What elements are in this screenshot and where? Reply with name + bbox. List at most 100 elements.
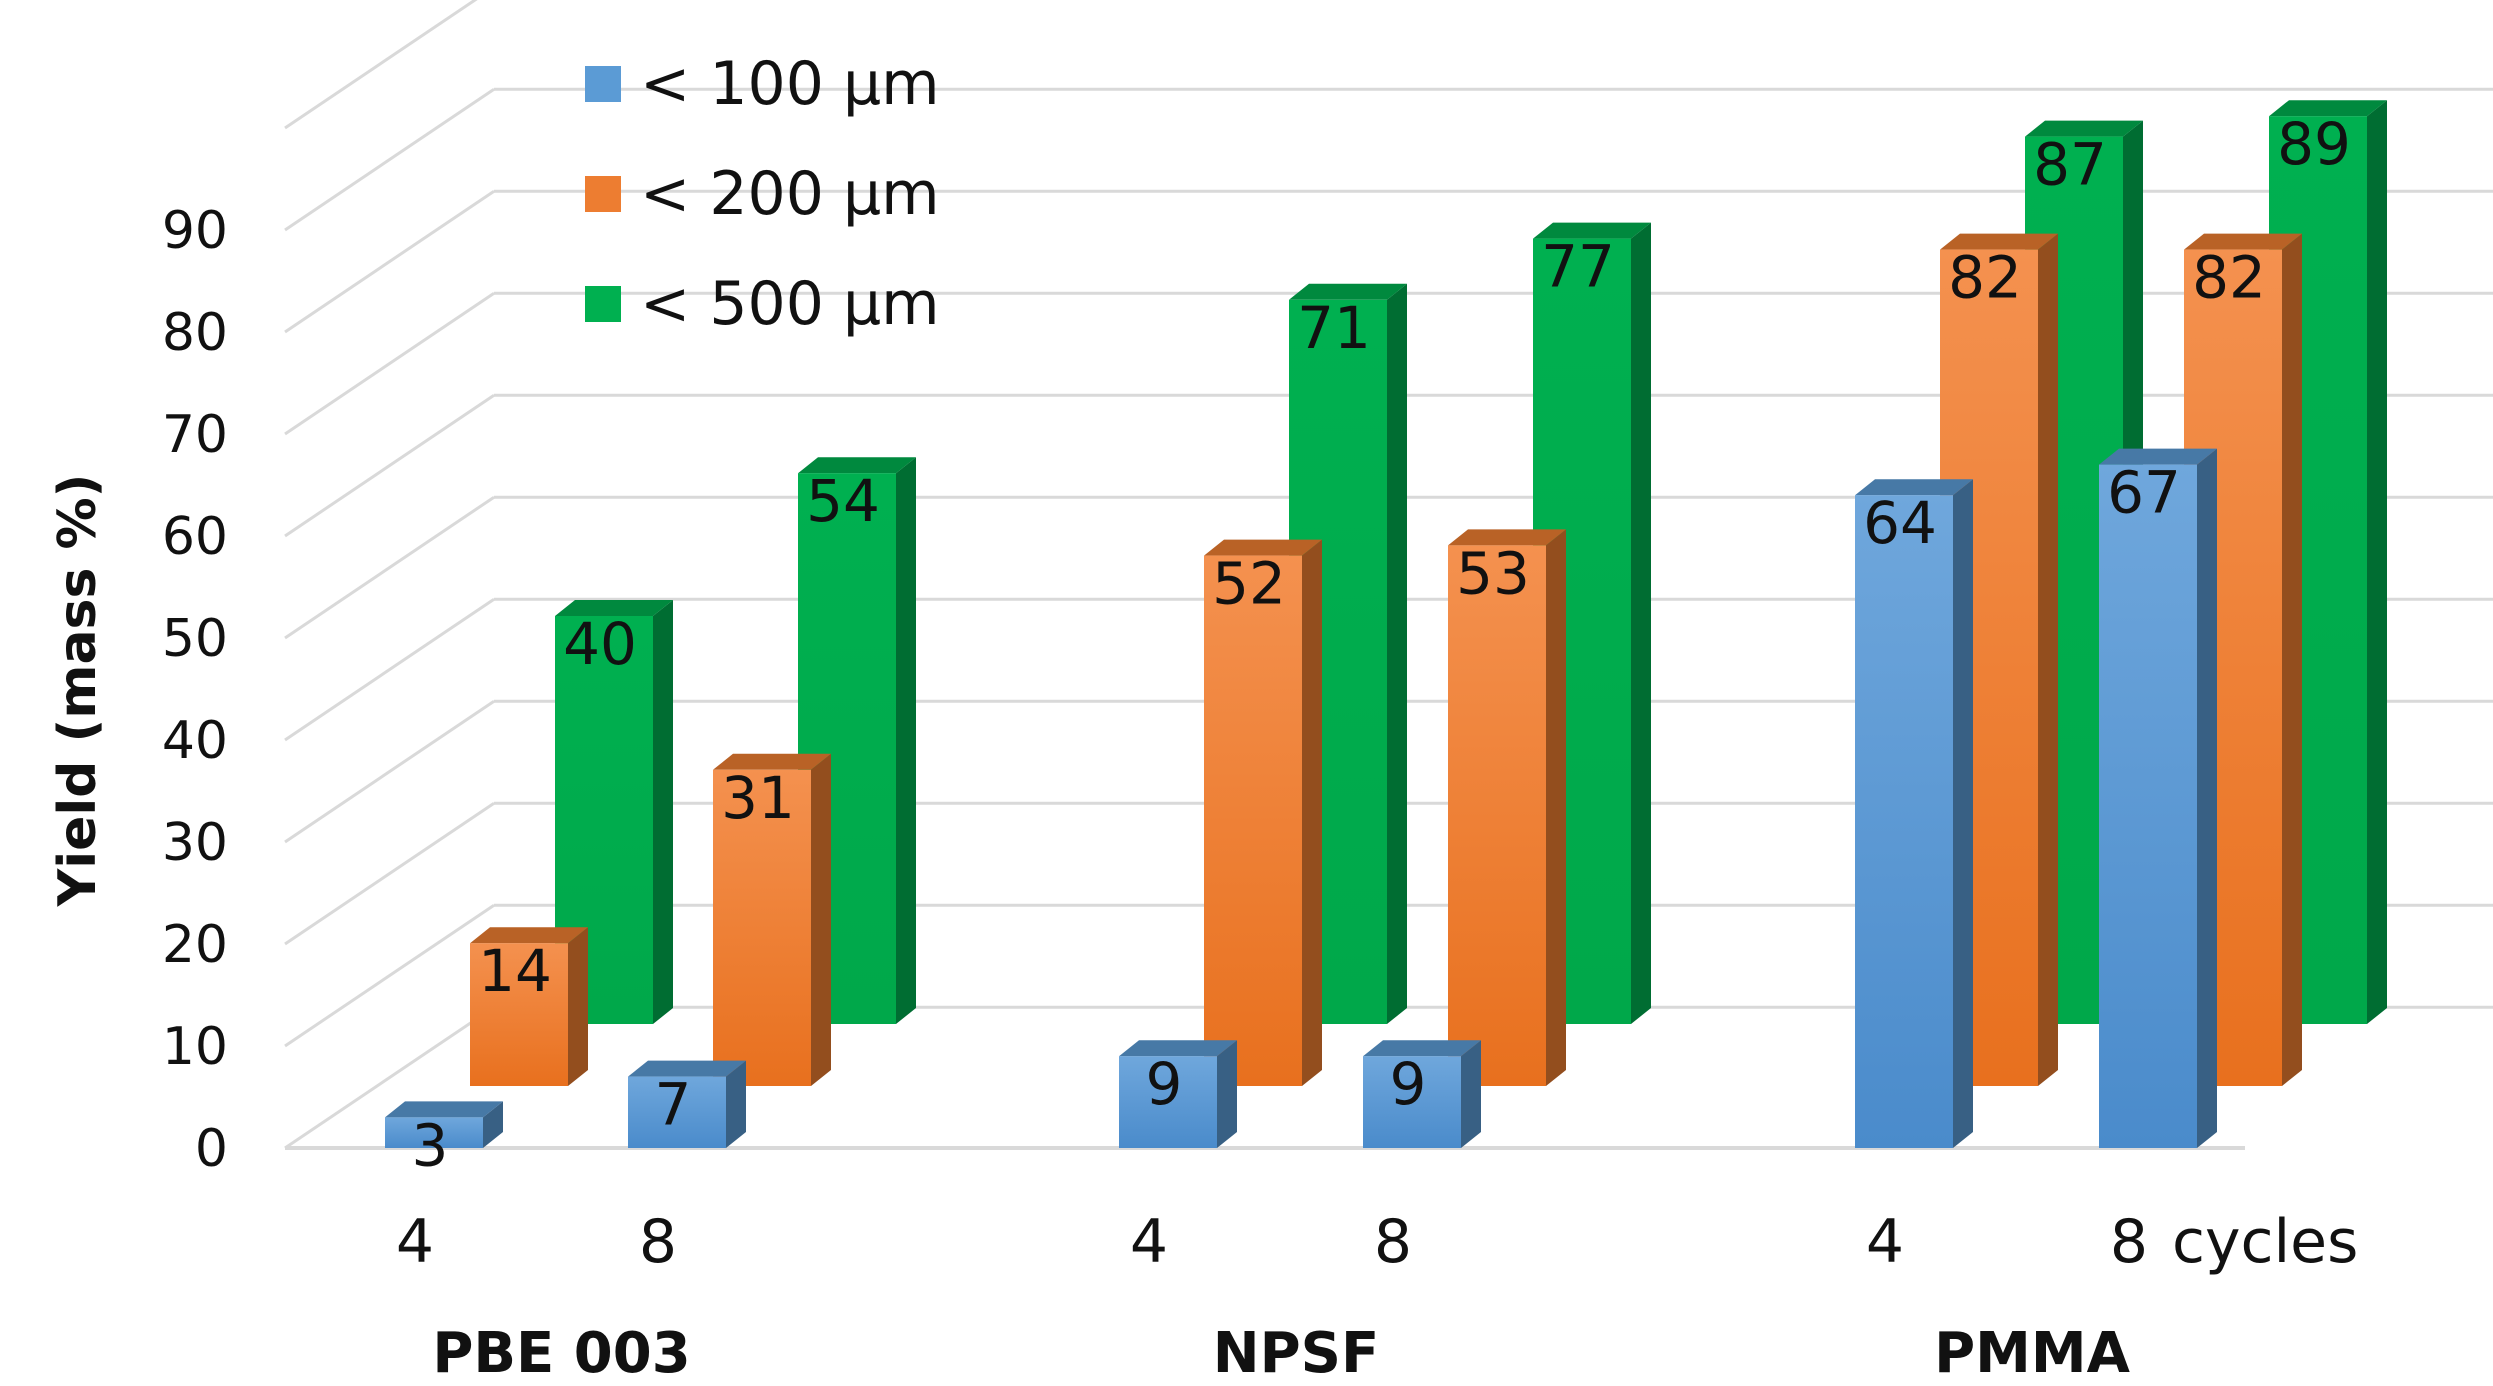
y-tick-label: 30 xyxy=(162,813,228,873)
bar-front xyxy=(1119,1056,1217,1148)
data-label: 89 xyxy=(2277,110,2351,178)
bar-front xyxy=(628,1076,726,1148)
group-label: PBE 003 xyxy=(432,1321,690,1386)
x-tick-label: 4 xyxy=(1130,1207,1168,1277)
bar-top xyxy=(713,753,831,770)
bar-side xyxy=(811,753,831,1086)
y-tick-label: 60 xyxy=(162,507,228,567)
y-tick-label: 80 xyxy=(162,303,228,363)
legend-label: < 500 µm xyxy=(640,269,940,339)
data-label: 82 xyxy=(2192,244,2266,312)
bar-top xyxy=(2099,448,2217,465)
y-tick-label: 70 xyxy=(162,405,228,465)
gridline-diagonal xyxy=(284,699,495,844)
bar-top xyxy=(2269,100,2387,117)
bar: 53 xyxy=(1448,529,1566,1086)
bar-top xyxy=(798,457,916,474)
data-label: 40 xyxy=(563,610,637,678)
x-tick-label: 8 xyxy=(2110,1207,2148,1277)
bar-front xyxy=(2099,464,2197,1149)
data-label: 7 xyxy=(655,1071,692,1139)
bar-top xyxy=(628,1060,746,1077)
legend-swatch xyxy=(585,176,621,212)
legend: < 100 µm < 200 µm < 500 µm xyxy=(585,49,940,339)
legend-swatch xyxy=(585,286,621,322)
data-label: 77 xyxy=(1541,233,1615,301)
y-axis-label: Yield (mass %) xyxy=(48,474,108,908)
bar-side xyxy=(1631,222,1651,1025)
bar-top xyxy=(385,1101,503,1118)
bar-side xyxy=(2282,233,2302,1087)
gridline-diagonal xyxy=(284,495,495,640)
bar-front xyxy=(1204,555,1302,1086)
data-label: 54 xyxy=(806,467,880,535)
gridline-diagonal xyxy=(284,597,495,742)
bar: 64 xyxy=(1855,479,1973,1148)
bar-top xyxy=(555,600,673,616)
y-tick-label: 10 xyxy=(162,1017,228,1077)
legend-item: < 200 µm xyxy=(585,159,940,229)
bar: 67 xyxy=(2099,448,2217,1149)
bar-front xyxy=(1448,545,1546,1086)
data-label: 9 xyxy=(1146,1050,1183,1118)
bar-top xyxy=(1448,529,1566,546)
data-label: 82 xyxy=(1948,244,2022,312)
bar-side xyxy=(568,927,588,1086)
bar: 3 xyxy=(385,1101,503,1179)
legend-label: < 200 µm xyxy=(640,159,940,229)
bar-side xyxy=(1302,539,1322,1086)
bar-top xyxy=(1204,539,1322,556)
data-label: 31 xyxy=(721,764,795,832)
legend-swatch xyxy=(585,66,621,102)
gridline-diagonal xyxy=(284,393,495,538)
bar: 9 xyxy=(1363,1040,1481,1148)
y-tick-label: 90 xyxy=(162,201,228,261)
legend-item: < 500 µm xyxy=(585,269,940,339)
bar-side xyxy=(896,457,916,1024)
data-label: 52 xyxy=(1212,550,1286,618)
bar-front xyxy=(470,943,568,1086)
gridline-diagonal xyxy=(284,801,495,946)
bar-side xyxy=(1387,283,1407,1024)
bar-side xyxy=(653,600,673,1024)
gridline-diagonal xyxy=(284,291,495,436)
bar-front xyxy=(713,769,811,1086)
bar-side xyxy=(726,1060,746,1148)
x-axis: 4 8 PBE 003 4 8 NPSF 4 8 PMMA cycles xyxy=(396,1207,2358,1386)
bar-side xyxy=(2367,100,2387,1024)
legend-item: < 100 µm xyxy=(585,49,940,119)
data-label: 14 xyxy=(478,937,552,1005)
bar-side xyxy=(1953,479,1973,1148)
bar-side xyxy=(2038,233,2058,1087)
data-label: 64 xyxy=(1863,489,1937,557)
data-label: 71 xyxy=(1297,294,1371,362)
data-label: 67 xyxy=(2107,459,2181,527)
x-tick-label: 4 xyxy=(396,1207,434,1277)
bar-top xyxy=(1533,222,1651,239)
y-tick-label: 40 xyxy=(162,711,228,771)
y-tick-label: 0 xyxy=(195,1119,228,1179)
gridline-diagonal xyxy=(284,87,495,232)
data-label: 3 xyxy=(412,1111,449,1179)
bar-side xyxy=(1217,1040,1237,1148)
y-tick-label: 20 xyxy=(162,915,228,975)
y-axis: 0 10 20 30 40 50 60 70 80 90 xyxy=(162,201,228,1179)
gridline-diagonal xyxy=(284,1005,495,1150)
bar-front xyxy=(385,1117,483,1148)
group-label: PMMA xyxy=(1934,1321,2130,1386)
bar: 52 xyxy=(1204,539,1322,1086)
bar-side xyxy=(483,1101,503,1148)
bar-front xyxy=(1363,1056,1461,1148)
x-tick-label: 4 xyxy=(1866,1207,1904,1277)
gridline-diagonal xyxy=(284,903,495,1048)
x-tick-label: 8 xyxy=(1374,1207,1412,1277)
bar-top xyxy=(1289,283,1407,300)
bar: 31 xyxy=(713,753,831,1086)
bar: 7 xyxy=(628,1060,746,1148)
bar-top xyxy=(1855,479,1973,496)
cycles-label: cycles xyxy=(2172,1207,2358,1277)
data-label: 9 xyxy=(1390,1050,1427,1118)
group-label: NPSF xyxy=(1213,1321,1380,1386)
bar-top xyxy=(470,927,588,944)
